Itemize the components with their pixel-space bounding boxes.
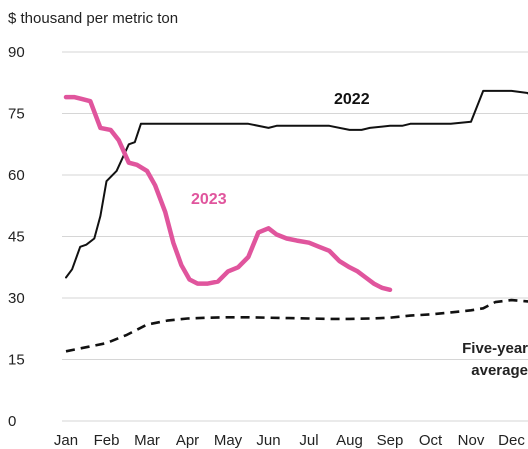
y-tick-60: 60 xyxy=(8,167,25,184)
series-line-2022 xyxy=(65,89,528,279)
x-tick-jan: Jan xyxy=(54,432,78,449)
x-tick-labels: Jan Feb Mar Apr May Jun Jul Aug Sep Oct Nov Dec xyxy=(54,432,525,449)
series-lines xyxy=(63,89,528,353)
y-tick-15: 15 xyxy=(8,352,25,369)
x-tick-mar: Mar xyxy=(134,432,160,449)
series-line-five-year-average xyxy=(65,298,528,353)
x-tick-may: May xyxy=(214,432,243,449)
x-tick-jul: Jul xyxy=(299,432,318,449)
y-tick-75: 75 xyxy=(8,106,25,123)
x-tick-dec: Dec xyxy=(498,432,525,449)
y-axis-label: $ thousand per metric ton xyxy=(8,10,178,27)
label-2022: 2022 xyxy=(334,91,370,108)
y-tick-labels: 0 15 30 45 60 75 90 xyxy=(8,44,25,430)
x-tick-sep: Sep xyxy=(377,432,404,449)
y-tick-0: 0 xyxy=(8,413,16,430)
gridlines xyxy=(62,51,528,422)
x-tick-aug: Aug xyxy=(336,432,363,449)
y-tick-45: 45 xyxy=(8,229,25,246)
y-tick-30: 30 xyxy=(8,290,25,307)
label-five-year-line2: average xyxy=(471,362,528,379)
x-tick-nov: Nov xyxy=(458,432,485,449)
x-tick-feb: Feb xyxy=(94,432,120,449)
label-five-year-line1: Five-year xyxy=(462,340,528,357)
series-line-2023 xyxy=(63,94,393,293)
x-tick-oct: Oct xyxy=(419,432,443,449)
x-tick-apr: Apr xyxy=(176,432,199,449)
y-tick-90: 90 xyxy=(8,44,25,61)
label-2023: 2023 xyxy=(191,191,227,208)
x-tick-jun: Jun xyxy=(256,432,280,449)
